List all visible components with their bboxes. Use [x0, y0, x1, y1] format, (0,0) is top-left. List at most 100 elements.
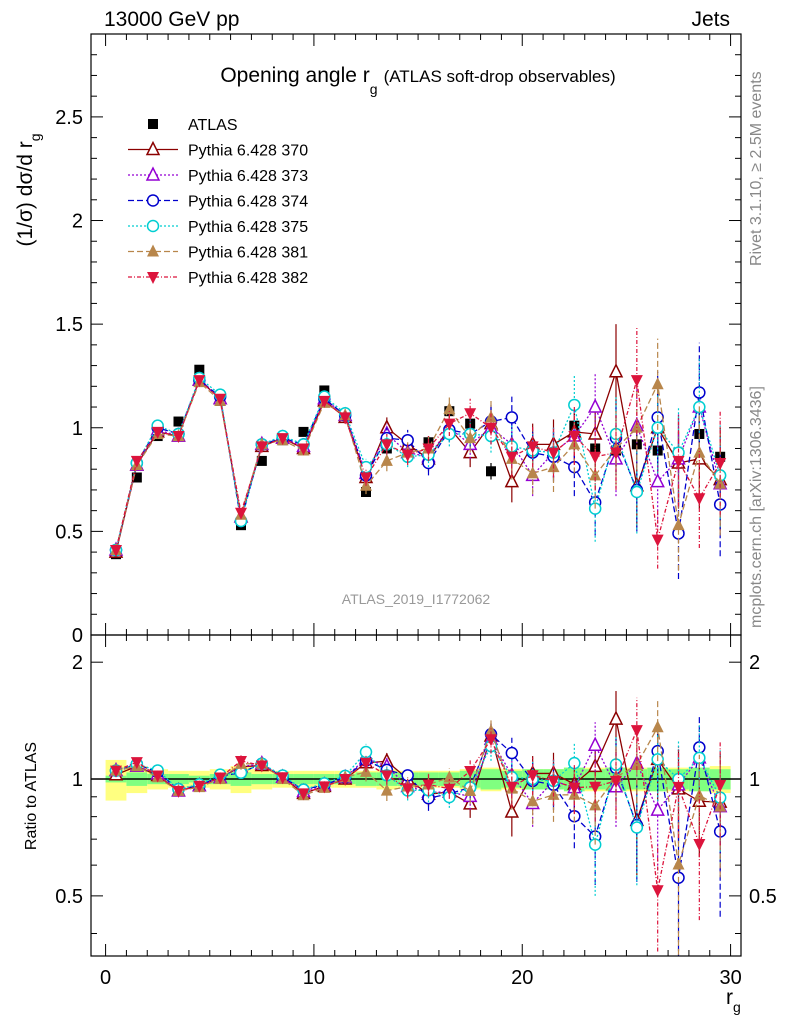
y-tick-label: 1 [72, 769, 83, 791]
data-point [714, 457, 727, 470]
series-line [115, 737, 721, 812]
data-point [505, 781, 518, 794]
data-point [318, 395, 331, 408]
data-point [401, 783, 414, 796]
data-point [380, 439, 393, 452]
y-tick-label: 2 [72, 652, 83, 674]
data-point [587, 736, 603, 751]
data-point [504, 803, 520, 818]
data-point [214, 393, 227, 406]
legend-label: Pythia 6.428 374 [188, 194, 308, 211]
data-point [505, 411, 519, 424]
data-point [131, 472, 142, 483]
data-point [672, 857, 685, 870]
data-point [630, 420, 643, 433]
data-point [255, 760, 268, 773]
data-point [651, 377, 664, 390]
data-point [464, 431, 477, 444]
data-point [526, 770, 539, 783]
header-right: Jets [691, 8, 730, 31]
data-point [589, 451, 602, 464]
ratio-series-4 [109, 724, 727, 896]
data-point [526, 441, 539, 454]
y-tick-label: 0 [72, 625, 83, 647]
y-ticks-ratio [91, 661, 741, 934]
series-line [115, 381, 721, 551]
data-point [256, 455, 267, 466]
series-line [115, 379, 721, 551]
legend-label: Pythia 6.428 375 [188, 219, 308, 236]
ratio-frame [90, 634, 742, 957]
data-point [401, 449, 414, 462]
data-point [235, 507, 247, 520]
data-point [110, 545, 122, 558]
y-tick-label: 1.5 [55, 314, 83, 336]
data-point [486, 466, 496, 477]
data-point [610, 775, 622, 788]
data-point [130, 757, 143, 770]
data-point [608, 710, 624, 725]
legend-marker [148, 119, 158, 129]
data-point [650, 801, 665, 816]
data-point [630, 821, 644, 834]
data-point [651, 885, 664, 898]
data-point [443, 418, 456, 431]
data-point [380, 783, 393, 796]
legend-marker [145, 166, 161, 181]
data-point [526, 466, 539, 479]
data-point [151, 426, 164, 439]
x-axis-label: rg [726, 986, 741, 1015]
data-point [193, 780, 206, 793]
ratio-series-6 [110, 697, 727, 952]
ratio-y-label: Ratio to ATLAS [23, 742, 40, 850]
data-point [173, 416, 184, 427]
data-point [443, 770, 456, 783]
legend-marker [147, 244, 159, 257]
data-point [505, 746, 519, 760]
data-point [630, 725, 643, 738]
legend-marker [145, 140, 161, 156]
series-line [115, 744, 721, 845]
data-point [693, 788, 706, 801]
data-point [339, 412, 352, 425]
x-ticks [105, 34, 732, 956]
legend-label: Pythia 6.428 381 [188, 245, 308, 262]
data-point [526, 794, 539, 807]
y-tick-label: 0.5 [55, 521, 83, 543]
data-point [380, 770, 393, 783]
data-point [589, 798, 602, 811]
watermark: ATLAS_2019_I1772062 [342, 591, 491, 607]
data-point [693, 493, 706, 506]
data-point [194, 364, 205, 375]
y-ticks-main [91, 33, 741, 636]
x-tick-label: 0 [100, 967, 111, 989]
legend-marker [146, 219, 160, 233]
data-point [608, 363, 624, 378]
data-point [464, 784, 477, 797]
data-point [568, 782, 581, 795]
data-point [568, 431, 581, 444]
data-point [255, 441, 268, 454]
y-tick-label: 0.5 [55, 886, 83, 908]
legend-marker [147, 272, 159, 284]
y-tick-label-right: 0.5 [749, 886, 777, 908]
data-point [651, 534, 664, 547]
data-point [504, 472, 520, 488]
data-point [443, 783, 456, 796]
y-tick-label: 1 [72, 418, 83, 440]
data-point [672, 518, 685, 531]
data-point [297, 788, 310, 801]
x-tick-label: 10 [303, 967, 325, 989]
data-point [672, 455, 685, 468]
data-point [630, 485, 644, 499]
legend-label: Pythia 6.428 373 [188, 168, 308, 185]
legend-label: Pythia 6.428 382 [188, 270, 308, 287]
data-point [130, 455, 143, 468]
data-point [339, 774, 352, 787]
legend [128, 119, 178, 284]
data-point [235, 755, 247, 768]
y-tick-label-right: 1 [749, 769, 760, 791]
series-line [115, 733, 721, 878]
y-axis-label: (1/σ) dσ/d rg [14, 133, 43, 246]
